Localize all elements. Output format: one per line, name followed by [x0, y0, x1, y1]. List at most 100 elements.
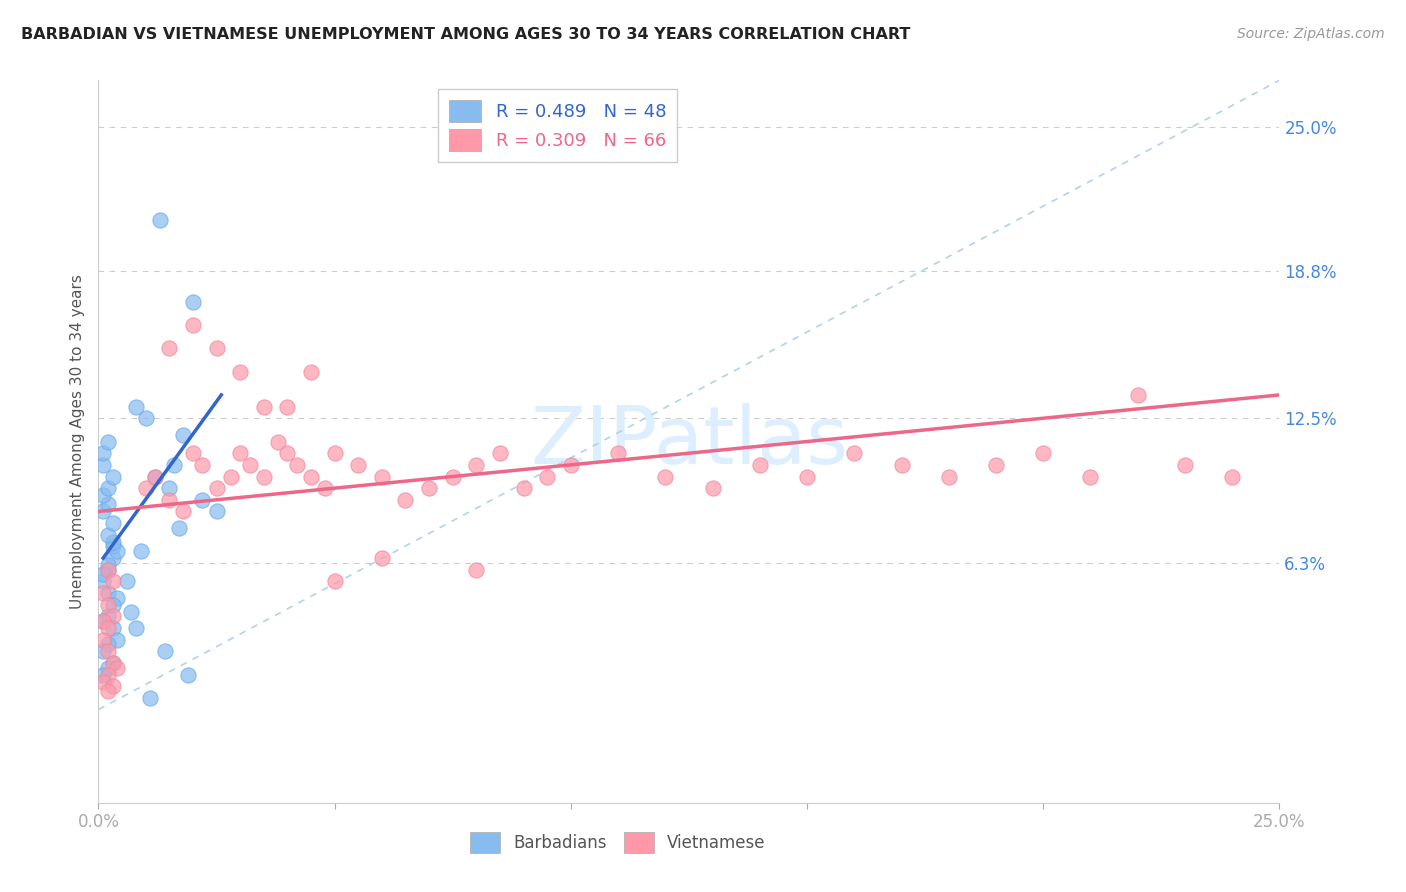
Point	[984, 458, 1007, 472]
Point	[299, 365, 322, 379]
Point	[607, 446, 630, 460]
Point	[97, 563, 120, 577]
Point	[172, 427, 194, 442]
Point	[253, 469, 276, 483]
Point	[465, 563, 488, 577]
Point	[91, 567, 114, 582]
Point	[276, 400, 298, 414]
Point	[121, 605, 143, 619]
Point	[560, 458, 582, 472]
Point	[91, 674, 114, 689]
Point	[314, 481, 336, 495]
Point	[229, 446, 252, 460]
Point	[101, 656, 124, 670]
Point	[125, 621, 148, 635]
Point	[299, 469, 322, 483]
Point	[101, 656, 124, 670]
Point	[267, 434, 290, 449]
Point	[181, 294, 204, 309]
Point	[91, 614, 114, 628]
Point	[149, 213, 172, 227]
Point	[91, 446, 114, 460]
Point	[285, 458, 308, 472]
Point	[205, 341, 228, 355]
Point	[181, 446, 204, 460]
Point	[97, 563, 120, 577]
Legend: Barbadians, Vietnamese: Barbadians, Vietnamese	[464, 826, 772, 860]
Point	[177, 667, 200, 681]
Point	[157, 492, 180, 507]
Point	[97, 667, 120, 681]
Text: BARBADIAN VS VIETNAMESE UNEMPLOYMENT AMONG AGES 30 TO 34 YEARS CORRELATION CHART: BARBADIAN VS VIETNAMESE UNEMPLOYMENT AMO…	[21, 27, 911, 42]
Point	[97, 660, 120, 674]
Point	[536, 469, 558, 483]
Y-axis label: Unemployment Among Ages 30 to 34 years: Unemployment Among Ages 30 to 34 years	[69, 274, 84, 609]
Point	[1174, 458, 1197, 472]
Point	[91, 586, 114, 600]
Point	[139, 690, 162, 705]
Point	[163, 458, 186, 472]
Point	[418, 481, 440, 495]
Point	[105, 660, 128, 674]
Point	[323, 446, 346, 460]
Point	[91, 574, 114, 589]
Point	[105, 632, 128, 647]
Point	[129, 544, 152, 558]
Point	[97, 637, 120, 651]
Point	[115, 574, 138, 589]
Point	[101, 679, 124, 693]
Point	[239, 458, 262, 472]
Point	[512, 481, 534, 495]
Point	[97, 684, 120, 698]
Point	[489, 446, 512, 460]
Point	[97, 586, 120, 600]
Point	[191, 458, 214, 472]
Point	[347, 458, 370, 472]
Point	[91, 667, 114, 681]
Point	[229, 365, 252, 379]
Point	[323, 574, 346, 589]
Point	[157, 481, 180, 495]
Point	[157, 341, 180, 355]
Point	[938, 469, 960, 483]
Point	[890, 458, 912, 472]
Point	[1032, 446, 1054, 460]
Point	[172, 504, 194, 518]
Point	[1080, 469, 1102, 483]
Point	[394, 492, 416, 507]
Point	[97, 621, 120, 635]
Point	[101, 551, 124, 566]
Text: Source: ZipAtlas.com: Source: ZipAtlas.com	[1237, 27, 1385, 41]
Point	[135, 481, 157, 495]
Point	[91, 614, 114, 628]
Point	[191, 492, 214, 507]
Point	[101, 540, 124, 554]
Point	[101, 534, 124, 549]
Text: ZIPatlas: ZIPatlas	[530, 402, 848, 481]
Point	[1220, 469, 1243, 483]
Point	[167, 521, 190, 535]
Point	[97, 558, 120, 572]
Point	[702, 481, 724, 495]
Point	[205, 481, 228, 495]
Point	[654, 469, 676, 483]
Point	[748, 458, 770, 472]
Point	[371, 551, 394, 566]
Point	[796, 469, 818, 483]
Point	[441, 469, 464, 483]
Point	[153, 644, 176, 658]
Point	[91, 488, 114, 502]
Point	[135, 411, 157, 425]
Point	[1126, 388, 1149, 402]
Point	[143, 469, 166, 483]
Point	[97, 434, 120, 449]
Point	[205, 504, 228, 518]
Point	[125, 400, 148, 414]
Point	[105, 591, 128, 605]
Point	[101, 574, 124, 589]
Point	[101, 621, 124, 635]
Point	[143, 469, 166, 483]
Point	[276, 446, 298, 460]
Point	[101, 609, 124, 624]
Point	[101, 469, 124, 483]
